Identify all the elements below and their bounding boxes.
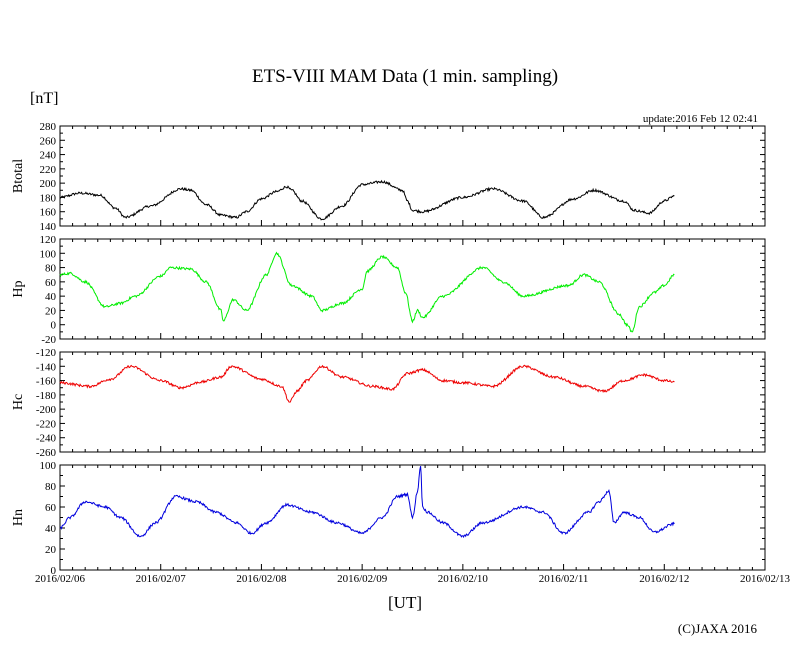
y-tick-label: -200	[36, 404, 57, 416]
x-tick-label: 2016/02/08	[236, 573, 287, 585]
x-axis-label: [UT]	[388, 593, 422, 612]
x-tick-label: 2016/02/06	[35, 573, 86, 585]
y-axis-label-hc: Hc	[11, 394, 26, 410]
y-tick-label: -20	[41, 334, 56, 346]
y-tick-label: 80	[45, 481, 57, 493]
x-tick-label: 2016/02/11	[539, 573, 589, 585]
y-tick-label: 20	[45, 544, 57, 556]
series-line-hn	[59, 465, 675, 539]
y-tick-label: 60	[45, 277, 57, 289]
x-tick-label: 2016/02/09	[337, 573, 388, 585]
y-tick-label: -140	[36, 361, 57, 373]
y-tick-label: -180	[36, 390, 57, 402]
y-tick-label: -220	[36, 418, 57, 430]
x-tick-label: 2016/02/13	[740, 573, 791, 585]
y-tick-label: 220	[40, 164, 57, 176]
update-timestamp: update:2016 Feb 12 02:41	[642, 113, 758, 125]
y-tick-label: 40	[45, 291, 57, 303]
series-line-hp	[59, 251, 675, 333]
y-tick-label: 100	[40, 248, 57, 260]
y-tick-label: 280	[40, 121, 57, 133]
y-tick-label: -240	[36, 433, 57, 445]
y-tick-label: 120	[40, 234, 57, 246]
copyright-text: (C)JAXA 2016	[677, 621, 757, 636]
y-tick-label: 0	[51, 565, 57, 577]
unit-label: [nT]	[30, 90, 59, 107]
x-tick-label: 2016/02/07	[136, 573, 187, 585]
y-tick-label: 260	[40, 135, 57, 147]
y-tick-label: 160	[40, 207, 57, 219]
y-tick-label: 180	[40, 192, 57, 204]
y-axis-label-hn: Hn	[11, 509, 26, 526]
y-tick-label: 240	[40, 150, 57, 162]
y-tick-label: 40	[45, 523, 57, 535]
x-tick-label: 2016/02/12	[639, 573, 689, 585]
y-tick-label: 200	[40, 178, 57, 190]
y-tick-label: -260	[36, 447, 57, 459]
y-axis-label-hp: Hp	[11, 280, 26, 297]
chart-title: ETS-VIII MAM Data (1 min. sampling)	[251, 66, 559, 87]
x-tick-label: 2016/02/10	[438, 573, 489, 585]
series-line-hc	[59, 364, 675, 403]
panel-frame-hc	[59, 351, 766, 453]
y-axis-label-btotal: Btotal	[11, 159, 26, 193]
y-tick-label: 20	[45, 305, 57, 317]
y-tick-label: -120	[36, 347, 57, 359]
y-tick-label: -160	[36, 376, 57, 388]
y-tick-label: 100	[40, 460, 57, 472]
y-tick-label: 60	[45, 502, 57, 514]
y-tick-label: 80	[45, 263, 57, 275]
y-tick-label: 140	[40, 221, 57, 233]
series-line-btotal	[59, 179, 675, 221]
y-tick-label: 0	[51, 320, 57, 332]
